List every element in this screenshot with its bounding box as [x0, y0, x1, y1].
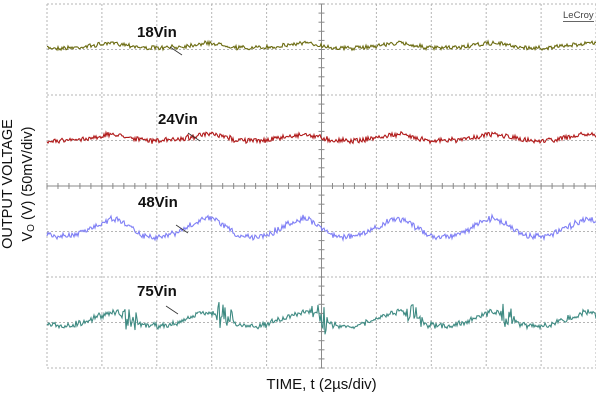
y-axis-label: OUTPUT VOLTAGE VO (V) (50mV/div) [0, 0, 40, 368]
series-label-24vin: 24Vin [158, 111, 198, 128]
chart-series-labels: 18Vin 24Vin 48Vin 75Vin [137, 24, 201, 315]
series-label-pointer [169, 46, 183, 56]
chart-grid [46, 3, 596, 369]
series-label-pointer [175, 224, 189, 234]
brand-logo: LeCroy [563, 10, 594, 22]
series-label-pointer [165, 305, 179, 315]
series-label-48vin: 48Vin [138, 194, 178, 211]
series-label-75vin: 75Vin [137, 283, 177, 300]
trace-24vin [46, 130, 596, 145]
trace-75vin [46, 301, 596, 335]
y-axis-label-line2: VO (V) (50mV/div) [20, 126, 37, 242]
series-label-18vin: 18Vin [137, 24, 177, 41]
chart-traces [46, 39, 596, 335]
trace-48vin [46, 213, 596, 242]
x-axis-label: TIME, t (2µs/div) [266, 376, 377, 393]
trace-18vin [46, 39, 596, 52]
series-label-pointer [187, 132, 201, 142]
y-axis-label-line1: OUTPUT VOLTAGE [0, 119, 16, 249]
